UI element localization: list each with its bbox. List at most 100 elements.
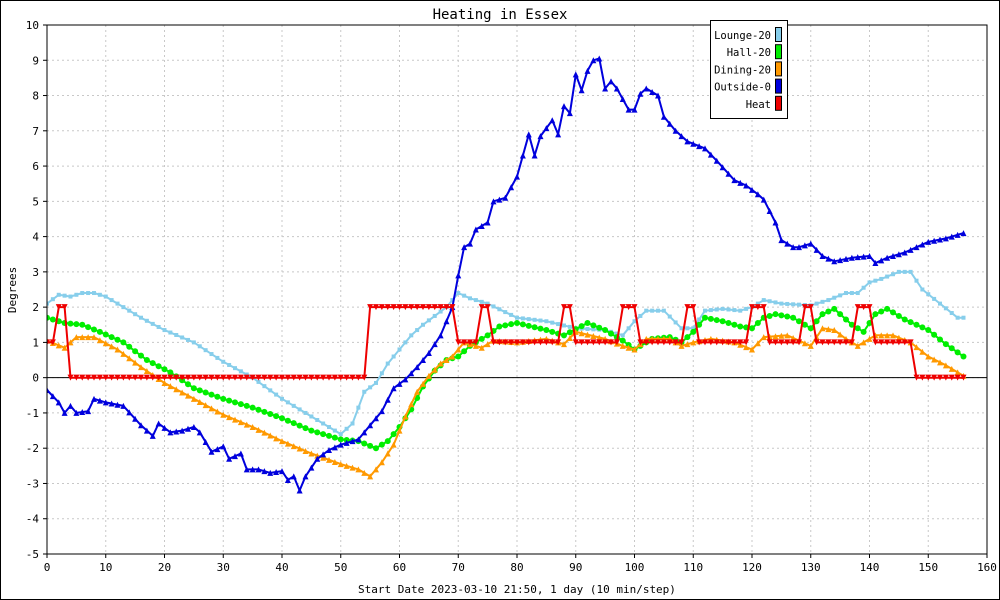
data-point-heat [355, 374, 362, 381]
data-point-lounge-20 [80, 291, 85, 296]
data-point-outside-0 [132, 415, 139, 422]
data-point-hall-20 [120, 339, 127, 346]
data-point-heat [120, 374, 127, 381]
data-point-hall-20 [907, 319, 914, 326]
data-point-heat [132, 374, 139, 381]
data-point-dining-20 [860, 339, 867, 346]
legend-label: Outside-0 [714, 82, 771, 94]
data-point-outside-0 [467, 240, 473, 247]
data-point-hall-20 [502, 322, 509, 329]
data-point-dining-20 [190, 395, 197, 402]
data-point-lounge-20 [797, 302, 801, 307]
data-point-hall-20 [143, 357, 150, 364]
data-point-hall-20 [566, 329, 573, 336]
data-point-hall-20 [155, 363, 162, 370]
data-point-outside-0 [378, 408, 385, 415]
x-tick-label: 100 [625, 561, 645, 574]
data-point-lounge-20 [462, 293, 467, 298]
data-point-dining-20 [425, 372, 432, 379]
data-point-lounge-20 [385, 361, 390, 366]
data-point-outside-0 [831, 258, 838, 265]
data-point-outside-0 [878, 257, 885, 264]
data-point-outside-0 [619, 96, 626, 103]
series-layer [47, 55, 967, 494]
data-point-outside-0 [637, 90, 644, 97]
data-point-hall-20 [190, 385, 197, 392]
data-point-outside-0 [801, 242, 808, 249]
data-point-outside-0 [337, 441, 344, 448]
data-point-dining-20 [273, 435, 280, 442]
data-point-lounge-20 [661, 308, 666, 313]
data-point-outside-0 [731, 177, 738, 184]
data-point-hall-20 [890, 309, 896, 316]
data-point-hall-20 [378, 441, 385, 448]
y-tick-label: 4 [32, 231, 39, 244]
data-point-hall-20 [196, 387, 203, 394]
data-point-lounge-20 [820, 299, 825, 304]
data-point-heat [502, 339, 509, 346]
data-point-lounge-20 [761, 298, 766, 303]
data-point-hall-20 [872, 311, 879, 318]
data-point-lounge-20 [133, 312, 138, 317]
data-point-dining-20 [355, 466, 362, 473]
data-point-lounge-20 [297, 407, 302, 412]
data-point-outside-0 [296, 487, 303, 494]
data-point-dining-20 [202, 402, 209, 409]
data-point-hall-20 [549, 328, 556, 335]
y-tick-label: 3 [32, 266, 39, 279]
data-point-outside-0 [243, 466, 250, 473]
data-point-outside-0 [784, 240, 791, 247]
data-point-hall-20 [754, 320, 761, 327]
data-point-hall-20 [496, 323, 503, 330]
data-point-lounge-20 [832, 295, 837, 300]
data-point-hall-20 [373, 445, 379, 452]
data-point-hall-20 [790, 314, 797, 321]
y-tick-label: 6 [32, 160, 39, 173]
y-tick-label: 7 [32, 125, 39, 138]
data-point-heat [343, 374, 350, 381]
data-point-hall-20 [831, 305, 838, 312]
data-point-outside-0 [960, 230, 967, 237]
data-point-lounge-20 [350, 421, 355, 426]
data-point-lounge-20 [726, 307, 731, 312]
data-point-heat [895, 339, 902, 346]
data-point-heat [196, 374, 203, 381]
data-point-heat [461, 339, 468, 346]
data-point-hall-20 [807, 325, 814, 332]
data-point-lounge-20 [509, 312, 514, 317]
data-point-hall-20 [202, 389, 209, 396]
data-point-outside-0 [308, 464, 315, 471]
data-point-lounge-20 [203, 348, 208, 353]
data-point-outside-0 [114, 401, 121, 408]
data-point-lounge-20 [896, 269, 901, 274]
data-point-outside-0 [202, 439, 209, 446]
data-point-lounge-20 [638, 313, 643, 318]
data-point-hall-20 [149, 360, 156, 367]
data-point-outside-0 [719, 164, 726, 171]
x-tick-label: 50 [334, 561, 347, 574]
data-point-outside-0 [214, 446, 221, 453]
data-point-dining-20 [431, 366, 438, 373]
data-point-dining-20 [378, 459, 385, 466]
data-point-outside-0 [643, 85, 650, 92]
data-point-dining-20 [631, 346, 638, 353]
data-point-dining-20 [619, 342, 626, 349]
data-point-hall-20 [279, 415, 285, 422]
data-point-lounge-20 [520, 316, 525, 321]
data-point-hall-20 [208, 391, 215, 398]
data-point-outside-0 [901, 249, 908, 256]
data-point-heat [490, 339, 497, 346]
x-tick-label: 0 [44, 561, 51, 574]
data-point-hall-20 [367, 442, 374, 449]
data-point-lounge-20 [115, 301, 120, 306]
data-point-outside-0 [143, 427, 150, 434]
data-point-dining-20 [108, 343, 115, 350]
data-point-heat [402, 304, 409, 311]
data-point-outside-0 [91, 395, 97, 402]
data-point-dining-20 [214, 408, 221, 415]
data-point-lounge-20 [650, 308, 655, 313]
data-point-heat [702, 339, 708, 346]
data-point-lounge-20 [891, 272, 895, 277]
data-point-heat [649, 339, 656, 346]
data-point-outside-0 [349, 438, 356, 445]
